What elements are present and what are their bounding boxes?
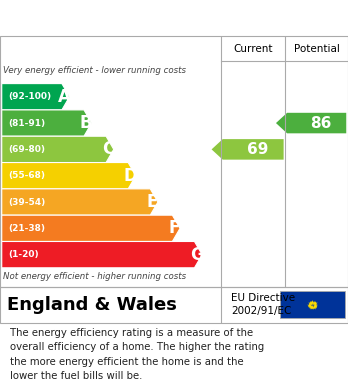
Polygon shape xyxy=(2,136,114,163)
Polygon shape xyxy=(212,139,284,160)
Polygon shape xyxy=(276,113,346,133)
Polygon shape xyxy=(2,163,136,189)
Text: Very energy efficient - lower running costs: Very energy efficient - lower running co… xyxy=(3,66,187,75)
Text: Energy Efficiency Rating: Energy Efficiency Rating xyxy=(60,9,288,27)
Polygon shape xyxy=(2,84,70,110)
Text: 86: 86 xyxy=(310,116,332,131)
Text: England & Wales: England & Wales xyxy=(7,296,177,314)
Text: F: F xyxy=(169,219,180,237)
Text: (92-100): (92-100) xyxy=(9,92,52,101)
Text: Potential: Potential xyxy=(294,43,340,54)
Text: The energy efficiency rating is a measure of the
overall efficiency of a home. T: The energy efficiency rating is a measur… xyxy=(10,328,265,381)
Polygon shape xyxy=(2,242,202,268)
Text: (69-80): (69-80) xyxy=(9,145,46,154)
Polygon shape xyxy=(2,215,180,242)
Text: (1-20): (1-20) xyxy=(9,250,39,259)
Text: (39-54): (39-54) xyxy=(9,197,46,206)
Text: A: A xyxy=(58,88,71,106)
Text: E: E xyxy=(147,193,158,211)
Text: Current: Current xyxy=(234,43,273,54)
Text: Not energy efficient - higher running costs: Not energy efficient - higher running co… xyxy=(3,272,187,281)
Text: B: B xyxy=(80,114,93,132)
FancyBboxPatch shape xyxy=(280,291,345,318)
Text: D: D xyxy=(124,167,137,185)
Text: 69: 69 xyxy=(247,142,268,157)
Polygon shape xyxy=(2,189,158,215)
Text: (55-68): (55-68) xyxy=(9,171,46,180)
Text: EU Directive
2002/91/EC: EU Directive 2002/91/EC xyxy=(231,293,295,316)
Text: G: G xyxy=(190,246,204,264)
Text: (81-91): (81-91) xyxy=(9,118,46,127)
Polygon shape xyxy=(2,110,92,136)
Text: (21-38): (21-38) xyxy=(9,224,46,233)
Text: C: C xyxy=(102,140,114,158)
